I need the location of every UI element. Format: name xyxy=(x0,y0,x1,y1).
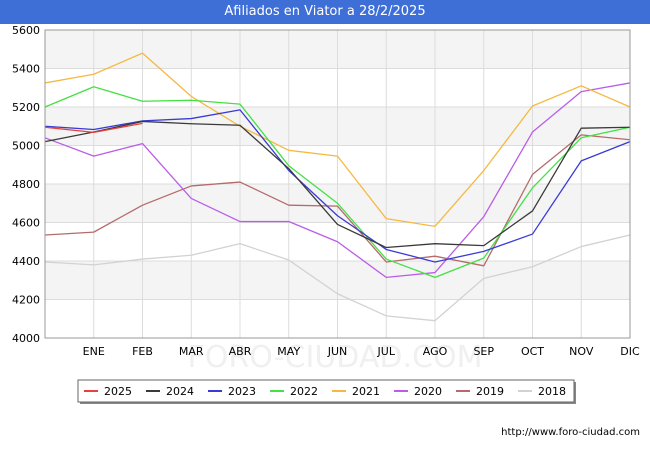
chart-title: Afiliados en Viator a 28/2/2025 xyxy=(0,0,650,24)
gridlines xyxy=(45,29,631,339)
x-tick-label: MAR xyxy=(179,345,204,358)
series-line-2018 xyxy=(44,234,631,322)
legend-label-2025: 2025 xyxy=(104,385,132,398)
series-line-2024 xyxy=(44,120,631,249)
y-tick-labels: 4000 4200 4400 4600 4800 5000 5200 5400 5600 xyxy=(12,24,40,345)
legend-label-2018: 2018 xyxy=(538,385,566,398)
legend-box xyxy=(77,379,575,403)
x-tick-label: AGO xyxy=(423,345,448,358)
plot-frame xyxy=(44,29,631,339)
x-tick-label: JUL xyxy=(377,345,396,358)
axes xyxy=(44,29,631,339)
legend: 2025 2024 2023 2022 2021 2020 2019 2018 xyxy=(77,379,576,404)
series-line-2020 xyxy=(44,82,631,279)
y-tick-label: 4800 xyxy=(12,178,40,191)
series-line-2022 xyxy=(44,86,631,279)
x-tick-label: JUN xyxy=(327,345,348,358)
series-lines xyxy=(44,52,631,322)
y-tick-label: 5200 xyxy=(12,101,40,114)
legend-label-2022: 2022 xyxy=(290,385,318,398)
y-tick-label: 4400 xyxy=(12,255,40,268)
watermark: FORO-CIUDAD.COM xyxy=(188,340,483,375)
legend-label-2024: 2024 xyxy=(166,385,194,398)
y-tick-label: 4200 xyxy=(12,294,40,307)
x-tick-label: DIC xyxy=(620,345,640,358)
x-tick-labels: ENE FEB MAR ABR MAY JUN JUL AGO SEP OCT NOV DIC xyxy=(83,345,640,358)
series-line-2021 xyxy=(44,52,631,228)
y-tick-label: 4000 xyxy=(12,332,40,345)
legend-label-2023: 2023 xyxy=(228,385,256,398)
x-tick-label: FEB xyxy=(132,345,153,358)
x-tick-label: SEP xyxy=(473,345,494,358)
x-tick-label: OCT xyxy=(521,345,544,358)
y-tick-label: 5000 xyxy=(12,140,40,153)
x-tick-label: MAY xyxy=(277,345,300,358)
series-line-2025 xyxy=(44,122,143,134)
legend-label-2021: 2021 xyxy=(352,385,380,398)
x-tick-label: ENE xyxy=(83,345,105,358)
series-line-2019 xyxy=(44,134,631,267)
x-tick-label: NOV xyxy=(569,345,594,358)
y-tick-label: 5600 xyxy=(12,24,40,37)
x-tick-label: ABR xyxy=(229,345,252,358)
y-tick-label: 4600 xyxy=(12,217,40,230)
legend-label-2020: 2020 xyxy=(414,385,442,398)
y-tick-label: 5400 xyxy=(12,63,40,76)
legend-label-2019: 2019 xyxy=(476,385,504,398)
source-url: http://www.foro-ciudad.com xyxy=(501,427,640,438)
